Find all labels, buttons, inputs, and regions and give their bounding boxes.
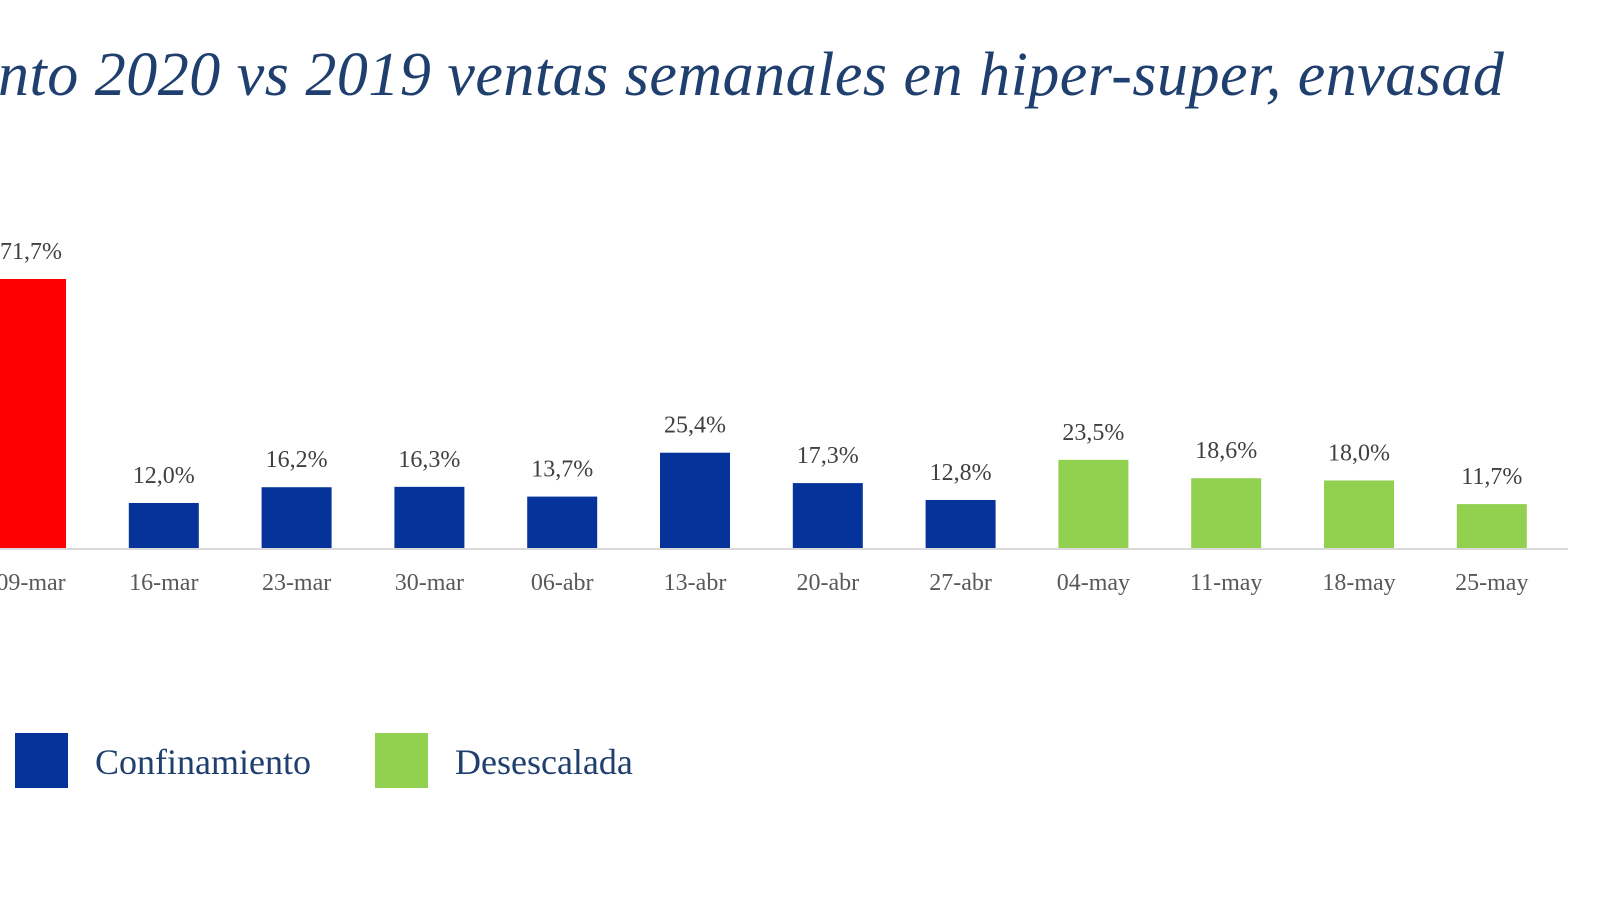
x-tick-label: 06-abr — [531, 570, 594, 596]
bar — [1456, 504, 1527, 548]
x-tick-label: 18-may — [1322, 570, 1395, 596]
x-tick-label: 23-mar — [262, 570, 331, 596]
x-tick-label: 25-may — [1455, 570, 1528, 596]
data-label: 17,3% — [797, 443, 859, 469]
x-tick-label: 16-mar — [129, 570, 198, 596]
data-label: 16,3% — [398, 447, 460, 473]
legend-label-desescalada: Desescalada — [455, 742, 633, 782]
legend-label-confinamiento: Confinamiento — [95, 742, 311, 782]
data-label: 11,7% — [1461, 464, 1522, 490]
bar — [1191, 478, 1262, 548]
data-label: 18,0% — [1328, 440, 1390, 466]
x-tick-label: 27-abr — [929, 570, 992, 596]
chart-title: nto 2020 vs 2019 ventas semanales en hip… — [0, 41, 1505, 109]
x-tick-label: 20-abr — [796, 570, 859, 596]
bar — [660, 452, 730, 548]
x-tick-label: 13-abr — [664, 570, 727, 596]
x-tick-label: 11-may — [1190, 570, 1262, 596]
bar — [792, 483, 863, 548]
legend-swatch-desescalada — [375, 733, 428, 788]
data-label: 23,5% — [1062, 420, 1124, 446]
data-label: 13,7% — [531, 457, 593, 483]
x-tick-label: 09-mar — [0, 570, 66, 596]
data-label: 18,6% — [1195, 438, 1257, 464]
data-label: 71,7% — [0, 239, 62, 265]
data-label: 25,4% — [664, 413, 726, 439]
bar — [128, 502, 199, 548]
x-tick-label: 04-may — [1057, 570, 1130, 596]
bar — [1324, 480, 1394, 548]
bar — [261, 487, 332, 548]
bar — [527, 496, 598, 548]
bar — [925, 499, 996, 548]
bar — [394, 486, 465, 548]
bar — [0, 279, 66, 548]
data-label: 16,2% — [266, 447, 328, 473]
legend-swatch-confinamiento — [15, 733, 68, 788]
bar — [1058, 459, 1129, 548]
x-tick-label: 30-mar — [395, 570, 464, 596]
data-label: 12,0% — [133, 463, 195, 489]
data-label: 12,8% — [930, 460, 992, 486]
